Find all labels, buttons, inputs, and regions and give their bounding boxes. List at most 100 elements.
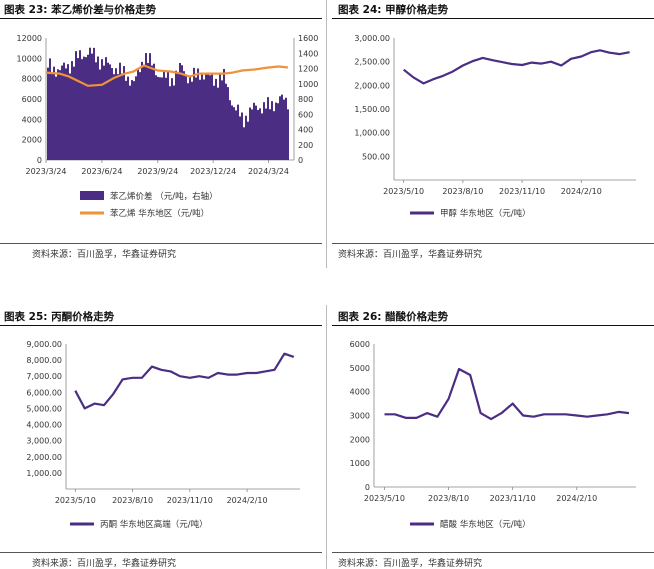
spread-bar [225, 83, 227, 160]
spread-bar [191, 81, 193, 160]
y-tick-label: 6000 [22, 95, 42, 104]
spread-bar [157, 76, 159, 160]
spread-bar [249, 107, 251, 160]
legend-swatch-bar [80, 191, 104, 200]
right-tick-label: 1000 [298, 80, 318, 89]
spread-bar [133, 81, 135, 160]
x-tick-label: 2024/3/24 [248, 167, 289, 176]
spread-bar [239, 116, 241, 160]
spread-bar [109, 64, 111, 160]
spread-bar [129, 85, 131, 160]
spread-bar [245, 115, 247, 160]
y-tick-label: 8000 [22, 75, 42, 84]
bottom-rule-right [332, 243, 654, 244]
top-rule-right [332, 18, 654, 19]
spread-bar [63, 62, 65, 160]
spread-bar [287, 109, 289, 160]
chart-24-title: 图表 24: 甲醇价格走势 [338, 4, 449, 16]
spread-bar [169, 86, 171, 160]
x-tick-label: 2023/12/24 [190, 167, 236, 176]
y-tick-label: 5000 [350, 364, 370, 373]
spread-bar [281, 94, 283, 160]
spread-bar [227, 87, 229, 160]
y-tick-label: 9,000.00 [26, 340, 62, 349]
spread-bar [263, 102, 265, 160]
spread-bar [55, 76, 57, 160]
spread-bar [243, 127, 245, 160]
y-tick-label: 5,000.00 [26, 404, 62, 413]
spread-bar [135, 76, 137, 160]
spread-bar [141, 61, 143, 160]
spread-bar [79, 50, 81, 160]
spread-bar [167, 71, 169, 160]
spread-bar [213, 85, 215, 160]
spread-bar [175, 70, 177, 160]
y-tick-label: 1000 [350, 459, 370, 468]
y-tick-label: 1,000.00 [26, 469, 62, 478]
spread-bar [255, 105, 257, 160]
spread-bar [171, 78, 173, 160]
spread-bar [115, 68, 117, 160]
spread-bar [193, 67, 195, 160]
legend-label: 甲醇 华东地区（元/吨） [440, 208, 531, 219]
right-tick-label: 0 [298, 156, 303, 165]
spread-bar [241, 112, 243, 160]
spread-bar [233, 107, 235, 160]
mid-rule-right [332, 325, 654, 326]
spread-bar [61, 65, 63, 160]
x-tick-label: 2024/2/10 [227, 496, 268, 505]
y-tick-label: 4000 [350, 388, 370, 397]
x-tick-label: 2023/9/24 [137, 167, 178, 176]
spread-bar [221, 80, 223, 160]
y-tick-label: 3,000.00 [354, 34, 390, 43]
y-tick-label: 1,500.00 [354, 105, 390, 114]
right-tick-label: 600 [298, 110, 313, 119]
spread-bar [173, 85, 175, 160]
spread-bar [121, 73, 123, 160]
spread-bar [81, 59, 83, 161]
chart-24-source: 资料来源：百川盈孚，华鑫证券研究 [338, 250, 483, 260]
spread-bar [203, 79, 205, 160]
price-line [403, 49, 630, 85]
spread-bar [99, 69, 101, 160]
spread-bar [125, 80, 127, 160]
spread-bar [155, 75, 157, 160]
spread-bar [183, 71, 185, 160]
spread-bar [77, 58, 79, 160]
y-tick-label: 7,000.00 [26, 372, 62, 381]
spread-bar [197, 68, 199, 160]
spread-bar [95, 62, 97, 161]
legend-label: 苯乙烯 华东地区（元/吨） [110, 208, 209, 219]
spread-bar [219, 73, 221, 160]
spread-bar [65, 68, 67, 160]
spread-bar [269, 109, 271, 160]
right-tick-label: 1600 [298, 34, 318, 43]
chart-25-svg: 1,000.00 2,000.00 3,000.00 4,000.00 5,000.00… [26, 340, 300, 530]
chart-26-title: 图表 26: 醋酸价格走势 [338, 311, 449, 323]
y-tick-label: 500.00 [362, 152, 390, 161]
spread-bar [231, 105, 233, 160]
spread-bar [189, 76, 191, 160]
spread-bar [83, 56, 85, 160]
spread-bar [215, 78, 217, 160]
y-tick-label: 0 [365, 483, 370, 492]
legend-label: 丙酮 华东地区高端（元/吨） [100, 519, 208, 530]
spread-bar [207, 72, 209, 160]
spread-bar [237, 104, 239, 160]
y-tick-label: 12000 [17, 34, 42, 43]
lower-rule-left [0, 552, 322, 553]
spread-bar [53, 66, 55, 160]
x-tick-label: 2023/11/10 [499, 187, 545, 196]
chart-26-svg: 0 1000 2000 3000 4000 5000 6000 2023/5/10 2023/8… [350, 340, 636, 530]
y-tick-label: 3000 [350, 412, 370, 421]
x-tick-label: 2023/5/10 [55, 496, 96, 505]
spread-bar [265, 108, 267, 160]
spread-bar [111, 68, 113, 160]
y-tick-label: 3,000.00 [26, 437, 62, 446]
x-tick-label: 2023/6/24 [81, 167, 122, 176]
y-tick-label: 4,000.00 [26, 421, 62, 430]
spread-bar [143, 66, 145, 160]
y-tick-label: 6,000.00 [26, 388, 62, 397]
chart-24-svg: 500.00 1,000.00 1,500.00 2,000.00 2,500.00 3,… [354, 34, 636, 219]
divider-top [326, 0, 327, 268]
